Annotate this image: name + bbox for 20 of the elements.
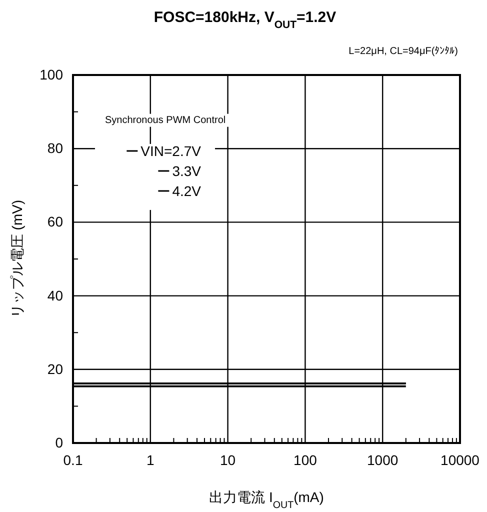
y-axis-title: リップル電圧 (mV) <box>9 200 25 318</box>
legend-label: 3.3V <box>172 162 202 179</box>
x-tick-label: 1 <box>146 452 154 468</box>
y-tick-label: 100 <box>40 66 64 82</box>
x-tick-label: 0.1 <box>63 452 83 468</box>
x-tick-label: 10000 <box>440 452 480 468</box>
y-tick-label: 60 <box>47 214 64 230</box>
chart-title: FOSC=180kHz, V$_{OUT}$=1.2V <box>154 9 336 31</box>
annotation: Synchronous PWM Control <box>105 114 226 126</box>
x-tick-label: 10 <box>220 452 236 468</box>
y-tick-label: 80 <box>47 140 64 156</box>
legend-label: VIN=2.7V <box>140 142 202 159</box>
legend-label: 4.2V <box>172 182 202 199</box>
y-tick-label: 0 <box>55 434 64 450</box>
y-tick-label: 40 <box>47 287 64 304</box>
x-tick-label: 100 <box>294 452 318 468</box>
x-axis-title: 出力電流 I$_{OUT}$(mA) <box>209 489 324 510</box>
y-tick-label: 20 <box>47 360 64 377</box>
text: L=22μH, CL=94μF(ﾀﾝﾀﾙ) <box>348 46 458 57</box>
x-tick-label: 1000 <box>367 452 398 468</box>
